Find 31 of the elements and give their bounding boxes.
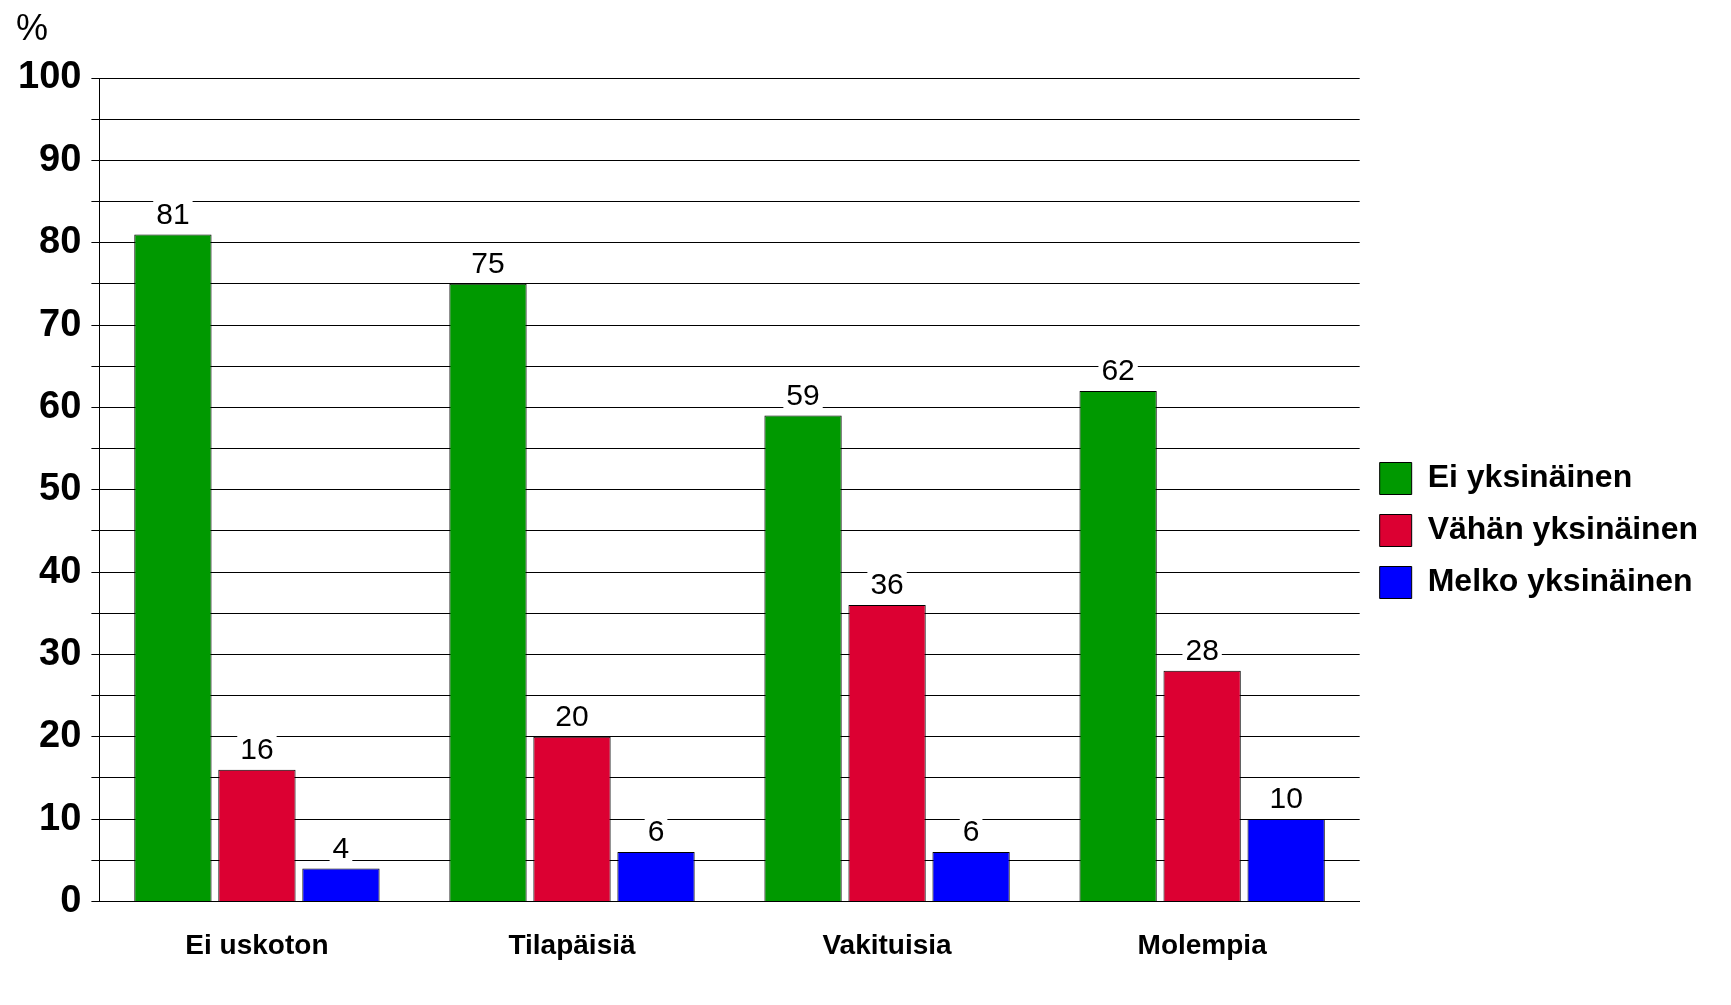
data-label: 36 (870, 567, 904, 601)
y-axis-title: % (16, 6, 49, 48)
data-label: 28 (1185, 633, 1219, 667)
data-label: 81 (156, 196, 190, 230)
legend-label: Vähän yksinäinen (1427, 510, 1698, 547)
data-label: 16 (240, 731, 274, 765)
y-tick-label: 0 (60, 877, 82, 920)
y-tick-label: 90 (39, 136, 82, 179)
y-tick-label: 80 (39, 219, 82, 262)
data-label: 20 (555, 698, 589, 732)
y-tick-label: 70 (39, 301, 82, 344)
x-tick-label: Molempia (1137, 928, 1268, 960)
y-tick-label: 20 (39, 713, 82, 756)
x-tick-label: Ei uskoton (185, 928, 329, 960)
data-label: 75 (471, 246, 505, 280)
y-tick-label: 40 (39, 548, 82, 591)
y-tick-label: 50 (39, 466, 82, 509)
data-label: 62 (1101, 353, 1135, 387)
x-tick-label: Tilapäisiä (508, 928, 636, 960)
y-tick-label: 100 (18, 54, 82, 97)
y-tick-label: 60 (39, 383, 82, 426)
data-label: 4 (332, 830, 350, 864)
data-label: 10 (1269, 781, 1303, 815)
x-tick-label: Vakituisia (822, 928, 953, 960)
data-label: 6 (962, 814, 980, 848)
data-label: 6 (647, 814, 665, 848)
y-tick-label: 30 (39, 630, 82, 673)
legend-label: Melko yksinäinen (1427, 562, 1693, 599)
legend-label: Ei yksinäinen (1427, 458, 1633, 495)
y-tick-label: 10 (39, 795, 82, 838)
data-label: 59 (786, 377, 820, 411)
